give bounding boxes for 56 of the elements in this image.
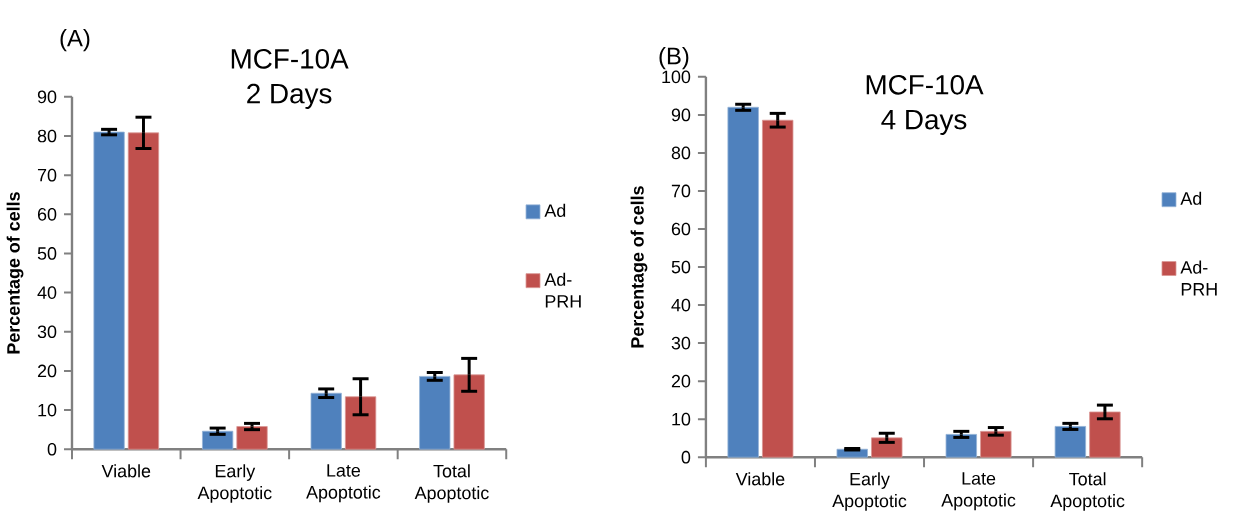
chart-title: MCF-10A [231,48,349,69]
y-tick-label: 70 [37,168,57,182]
y-tick-label: 10 [672,412,691,426]
text: (B) [659,46,689,70]
y-tick-label: 0 [681,450,691,464]
bar [344,396,377,450]
y-tick-label: 30 [37,325,57,339]
bar [93,131,125,450]
x-tick-label: Early Apoptotic [832,472,907,511]
bar [127,132,160,450]
bar [419,375,451,450]
y-tick-label: 0 [47,442,57,456]
y-tick-label: 50 [671,260,691,274]
y-tick-label: 60 [671,222,691,236]
y-tick-label: 20 [37,364,57,378]
y-axis-title: Percentage of cells [630,186,648,348]
bar [727,106,759,458]
y-tick-label: 40 [671,298,691,312]
y-tick-label: 40 [37,286,57,299]
legend-label: Ad [544,203,566,217]
y-tick-label: 80 [37,129,57,143]
legend-label: Ad-PRH [544,272,581,308]
y-axis-title: Percentage of cells [6,192,24,354]
bar [453,374,485,450]
chart-title: MCF-10A [866,74,984,95]
bar [236,426,268,450]
bar [871,437,903,458]
chart-subtitle: 2 Days [247,83,332,109]
bar [980,430,1012,458]
y-tick-label: 90 [37,90,57,104]
x-tick-label: Late Apoptotic [306,464,381,503]
y-tick-label: 60 [37,207,57,221]
bar [1054,425,1087,458]
y-tick-label: 90 [671,108,691,122]
legend-label: Ad-PRH [1180,260,1217,296]
y-tick-label: 80 [671,146,691,160]
legend-label: Ad [1180,191,1202,205]
x-tick-label: Late Apoptotic [941,472,1016,511]
x-tick-label: Early Apoptotic [197,464,272,503]
y-tick-label: 20 [671,374,691,388]
bar [762,119,794,458]
text: (A) [60,28,90,52]
y-tick-label: 10 [38,403,57,417]
y-tick-label: 30 [671,336,691,350]
y-tick-label: 100 [662,70,691,84]
text: 4 Days [881,109,967,135]
bar [945,433,977,458]
y-tick-label: 50 [37,247,57,260]
x-tick-label: Viable [735,472,785,486]
y-tick-label: 70 [671,184,691,198]
bar [202,430,234,450]
x-tick-label: Total Apoptotic [414,464,489,503]
bar [1089,411,1121,458]
bar [310,392,342,450]
x-tick-label: Total Apoptotic [1050,472,1125,511]
x-tick-label: Viable [101,464,151,478]
